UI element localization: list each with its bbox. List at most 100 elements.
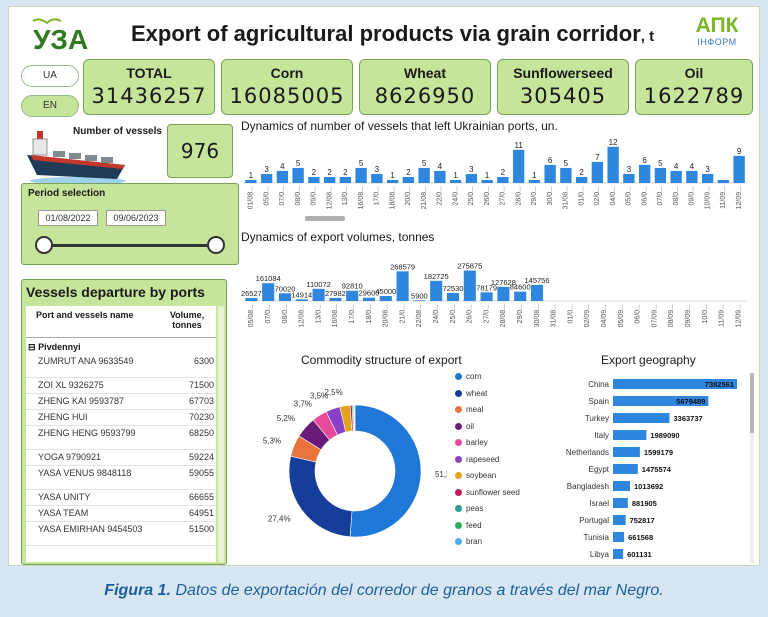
- donut-slice[interactable]: [349, 404, 422, 538]
- bar[interactable]: [654, 167, 667, 183]
- bar[interactable]: [560, 167, 572, 183]
- bar[interactable]: [262, 283, 275, 301]
- country-bar[interactable]: [613, 464, 638, 474]
- geography-scrollbar[interactable]: [749, 373, 755, 563]
- country-bar[interactable]: [613, 532, 625, 542]
- bar[interactable]: [276, 170, 289, 183]
- bar[interactable]: [701, 173, 714, 183]
- period-slider-start-handle[interactable]: [35, 236, 53, 254]
- language-ua-button[interactable]: UA: [21, 65, 79, 87]
- legend-item[interactable]: corn: [455, 371, 482, 383]
- legend-item[interactable]: meal: [455, 404, 483, 416]
- kpi-total-card: TOTAL 31436257: [83, 59, 215, 115]
- legend-item[interactable]: wheat: [455, 388, 487, 400]
- table-row[interactable]: YOGA 9790921 59224: [26, 450, 216, 466]
- bar[interactable]: [379, 296, 392, 301]
- bar[interactable]: [413, 300, 426, 301]
- bar[interactable]: [346, 290, 359, 301]
- bar[interactable]: [308, 176, 320, 183]
- period-start-date-input[interactable]: 01/08/2022: [38, 210, 98, 226]
- bar[interactable]: [396, 271, 409, 301]
- legend-item[interactable]: rapeseed: [455, 454, 499, 466]
- country-bar[interactable]: [613, 498, 628, 508]
- bar[interactable]: [339, 176, 352, 183]
- bar[interactable]: [481, 179, 493, 183]
- bar[interactable]: [371, 173, 383, 183]
- bar[interactable]: [733, 155, 745, 183]
- bar[interactable]: [530, 284, 544, 301]
- bar[interactable]: [434, 170, 446, 183]
- table-row[interactable]: YASA VENUS 9848118 59055: [26, 466, 216, 490]
- table-row[interactable]: YASA EMIRHAN 9454503 51500: [26, 522, 216, 546]
- legend-item[interactable]: bran: [455, 536, 482, 548]
- legend-item[interactable]: feed: [455, 520, 482, 532]
- bar[interactable]: [260, 173, 273, 183]
- port-group-pivdennyi[interactable]: ⊟ Pivdennyi: [28, 342, 81, 352]
- table-row[interactable]: ZHENG KAI 9593787 67703: [26, 394, 216, 410]
- country-bar[interactable]: [613, 379, 737, 389]
- table-row[interactable]: ZOI XL 9326275 71500: [26, 378, 216, 394]
- bar[interactable]: [446, 292, 460, 301]
- bar[interactable]: [386, 179, 399, 183]
- bar[interactable]: [245, 179, 257, 183]
- bar[interactable]: [312, 288, 325, 301]
- country-bar[interactable]: [613, 396, 709, 406]
- chart-scrollbar-icon[interactable]: [305, 215, 345, 223]
- table-row[interactable]: ZUMRUT ANA 9633549 6300: [26, 354, 216, 378]
- bar[interactable]: [355, 167, 367, 183]
- bar[interactable]: [402, 176, 415, 183]
- bar[interactable]: [497, 286, 510, 301]
- period-slider-end-handle[interactable]: [207, 236, 225, 254]
- bar[interactable]: [514, 291, 527, 301]
- legend-item[interactable]: barley: [455, 437, 488, 449]
- bar[interactable]: [497, 176, 509, 183]
- legend-item[interactable]: peas: [455, 503, 483, 515]
- ports-table-scrollbar[interactable]: [218, 306, 224, 562]
- country-bar[interactable]: [613, 447, 640, 457]
- bar[interactable]: [463, 270, 476, 301]
- bar[interactable]: [607, 146, 619, 183]
- table-row[interactable]: YASA UNITY 66655: [26, 490, 216, 506]
- bar[interactable]: [717, 179, 730, 183]
- bar[interactable]: [544, 164, 556, 183]
- period-slider-track[interactable]: [44, 244, 216, 247]
- column-header-volume[interactable]: Volume, tonnes: [169, 310, 205, 330]
- bar[interactable]: [278, 293, 292, 301]
- legend-item[interactable]: oil: [455, 421, 474, 433]
- language-en-button[interactable]: EN: [21, 95, 79, 117]
- bar[interactable]: [323, 176, 336, 183]
- tick-label: 08/0...: [295, 186, 302, 206]
- country-bar[interactable]: [613, 430, 647, 440]
- table-row[interactable]: YASA TEAM 64951: [26, 506, 216, 522]
- bar[interactable]: [430, 280, 443, 301]
- legend-item[interactable]: soybean: [455, 470, 496, 482]
- bar[interactable]: [528, 179, 541, 183]
- bar[interactable]: [245, 298, 258, 301]
- bar[interactable]: [418, 167, 430, 183]
- donut-slice[interactable]: [353, 404, 356, 432]
- bar[interactable]: [591, 161, 604, 183]
- country-bar[interactable]: [613, 413, 670, 423]
- donut-slice[interactable]: [288, 455, 353, 538]
- bar[interactable]: [362, 297, 376, 301]
- column-header-port-name[interactable]: Port and vessels name: [36, 310, 134, 320]
- bar[interactable]: [292, 167, 304, 183]
- bar[interactable]: [329, 297, 342, 301]
- bar[interactable]: [465, 173, 478, 183]
- bar[interactable]: [638, 164, 651, 183]
- bar[interactable]: [449, 179, 462, 183]
- bar[interactable]: [512, 149, 525, 183]
- period-end-date-input[interactable]: 09/06/2023: [106, 210, 166, 226]
- bar[interactable]: [623, 173, 635, 183]
- bar[interactable]: [686, 170, 698, 183]
- table-row[interactable]: ZHENG HUI 70230: [26, 410, 216, 426]
- country-bar[interactable]: [613, 515, 626, 525]
- bar[interactable]: [670, 170, 682, 183]
- bar[interactable]: [295, 299, 308, 301]
- bar[interactable]: [575, 176, 588, 183]
- country-bar[interactable]: [613, 481, 631, 491]
- legend-item[interactable]: sunflower seed: [455, 487, 520, 499]
- bar[interactable]: [480, 292, 493, 301]
- country-bar[interactable]: [613, 549, 624, 559]
- table-row[interactable]: ZHENG HENG 9593799 68250: [26, 426, 216, 450]
